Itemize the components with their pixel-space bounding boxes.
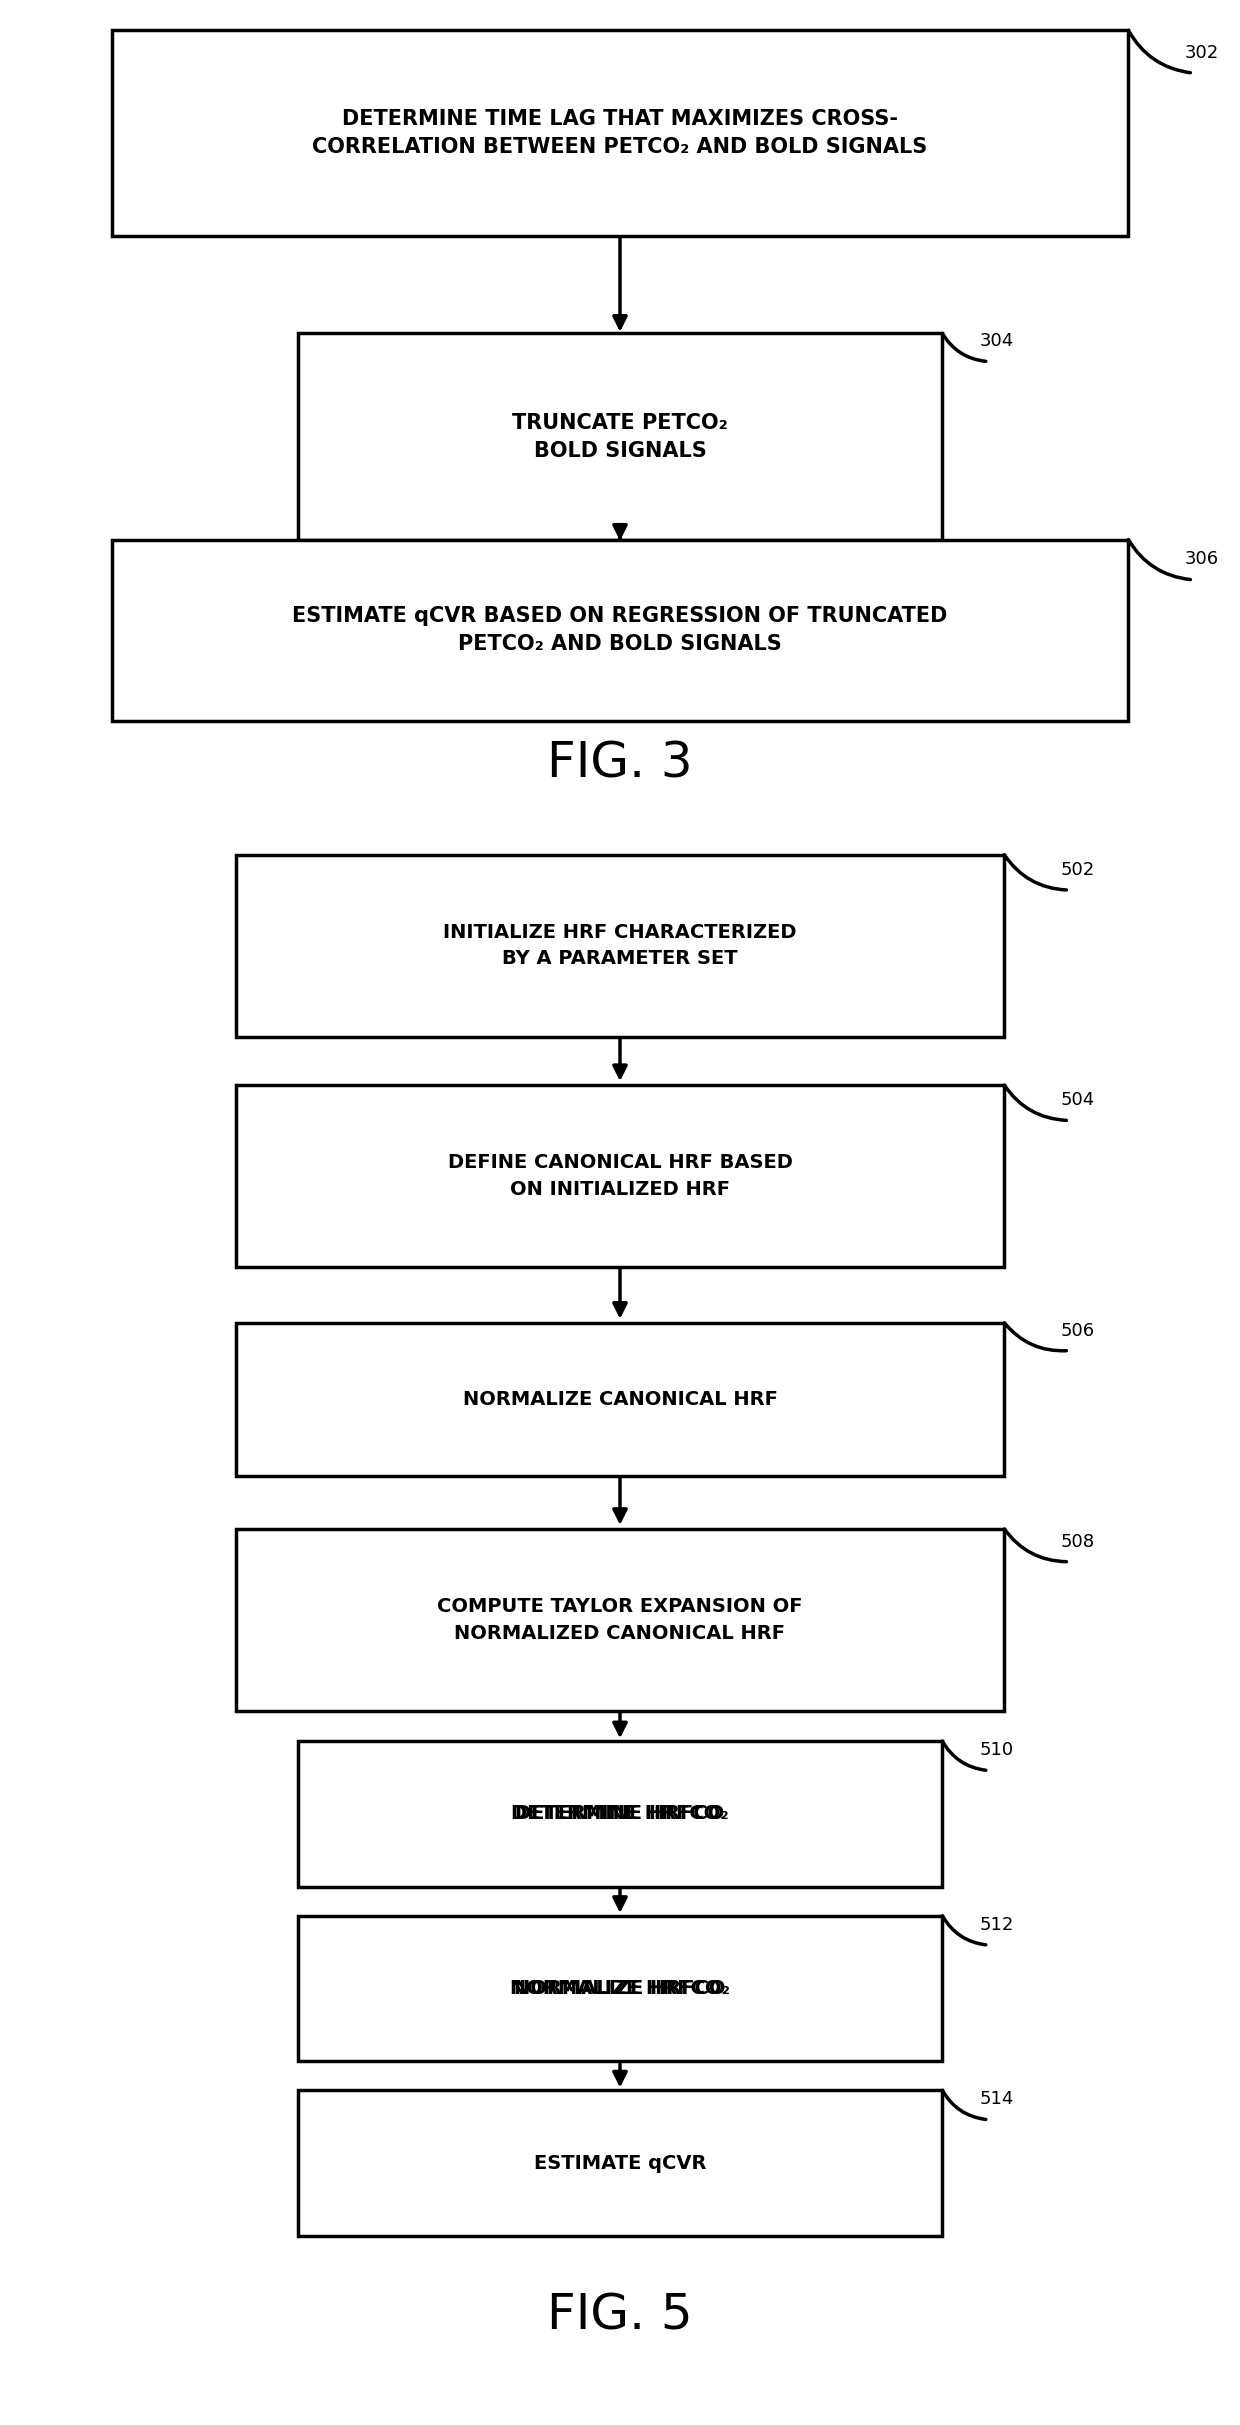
Bar xyxy=(112,29,1128,235)
Text: NORMALIZE HRFCO₂: NORMALIZE HRFCO₂ xyxy=(510,1979,730,1998)
Text: 506: 506 xyxy=(1060,1322,1095,1339)
Text: 304: 304 xyxy=(980,332,1014,349)
Text: 512: 512 xyxy=(980,1916,1014,1933)
Text: ESTIMATE qCVR BASED ON REGRESSION OF TRUNCATED
PETCO₂ AND BOLD SIGNALS: ESTIMATE qCVR BASED ON REGRESSION OF TRU… xyxy=(293,606,947,655)
Bar xyxy=(298,1741,942,1887)
Bar xyxy=(236,854,1004,1038)
Bar xyxy=(236,1528,1004,1710)
Text: 514: 514 xyxy=(980,2090,1014,2107)
Text: DETERMINE HRFCO₂: DETERMINE HRFCO₂ xyxy=(511,1804,729,1824)
Bar xyxy=(298,1916,942,2061)
Text: 302: 302 xyxy=(1184,44,1219,61)
Text: 504: 504 xyxy=(1060,1091,1095,1108)
Text: ESTIMATE qCVR: ESTIMATE qCVR xyxy=(533,2153,707,2173)
Text: FIG. 3: FIG. 3 xyxy=(547,740,693,788)
Text: INITIALIZE HRF CHARACTERIZED
BY A PARAMETER SET: INITIALIZE HRF CHARACTERIZED BY A PARAME… xyxy=(443,924,797,968)
Text: DETERMINE HRFCO: DETERMINE HRFCO xyxy=(516,1804,724,1824)
Bar xyxy=(236,1324,1004,1474)
Bar xyxy=(112,538,1128,723)
Text: 508: 508 xyxy=(1060,1533,1095,1550)
Text: 510: 510 xyxy=(980,1741,1014,1758)
Bar xyxy=(298,2090,942,2236)
Text: NORMALIZE HRF: NORMALIZE HRF xyxy=(529,1979,711,1998)
Text: 306: 306 xyxy=(1184,550,1219,567)
Text: DEFINE CANONICAL HRF BASED
ON INITIALIZED HRF: DEFINE CANONICAL HRF BASED ON INITIALIZE… xyxy=(448,1154,792,1198)
Text: TRUNCATE PETCO₂
BOLD SIGNALS: TRUNCATE PETCO₂ BOLD SIGNALS xyxy=(512,412,728,461)
Bar xyxy=(298,332,942,538)
Text: 502: 502 xyxy=(1060,861,1095,878)
Text: NORMALIZE CANONICAL HRF: NORMALIZE CANONICAL HRF xyxy=(463,1390,777,1409)
Text: DETERMINE TIME LAG THAT MAXIMIZES CROSS-
CORRELATION BETWEEN PETCO₂ AND BOLD SIG: DETERMINE TIME LAG THAT MAXIMIZES CROSS-… xyxy=(312,109,928,158)
Text: NORMALIZE HRFCO: NORMALIZE HRFCO xyxy=(515,1979,725,1998)
Bar xyxy=(236,1086,1004,1266)
Text: DETERMINE HRF: DETERMINE HRF xyxy=(531,1804,709,1824)
Text: FIG. 5: FIG. 5 xyxy=(547,2292,693,2340)
Text: COMPUTE TAYLOR EXPANSION OF
NORMALIZED CANONICAL HRF: COMPUTE TAYLOR EXPANSION OF NORMALIZED C… xyxy=(438,1598,802,1642)
